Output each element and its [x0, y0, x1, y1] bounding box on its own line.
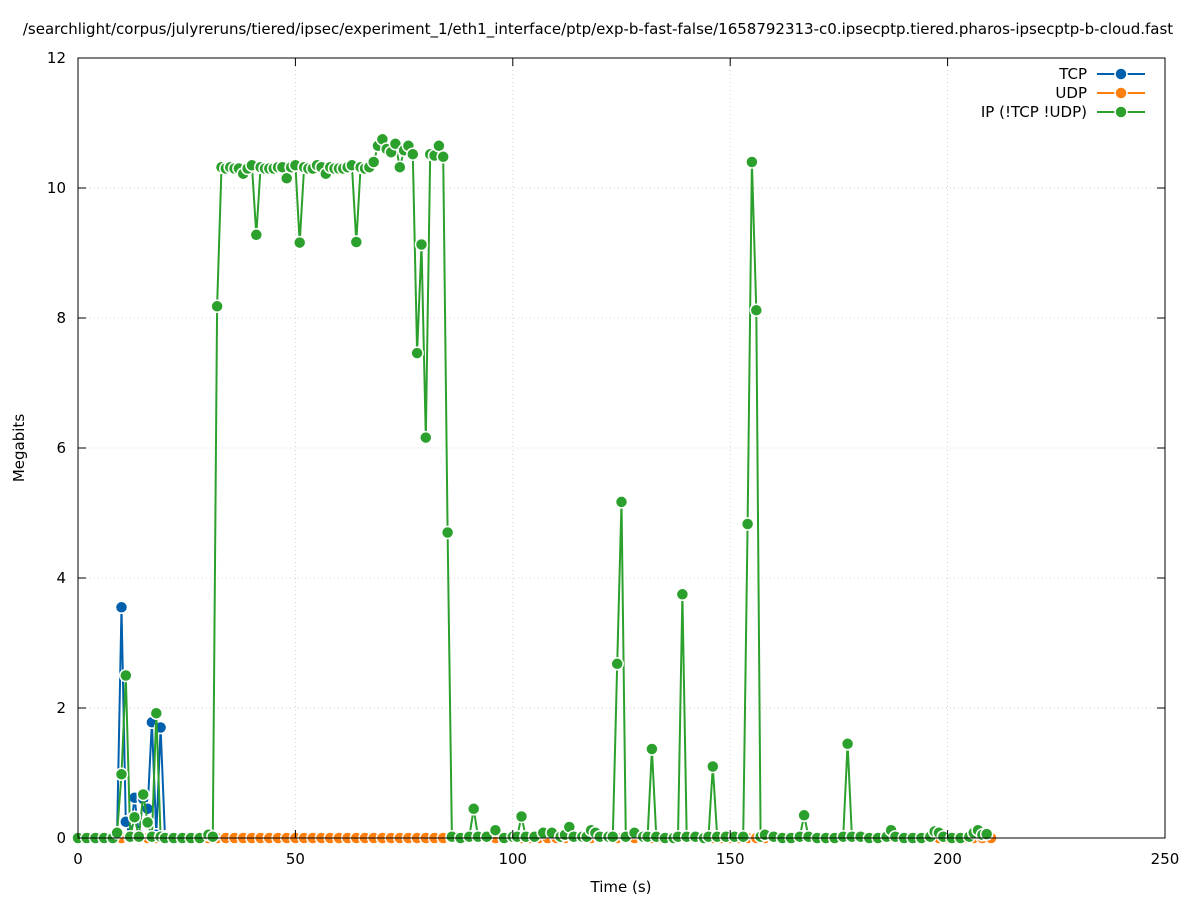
data-point — [410, 346, 424, 360]
x-tick-label: 100 — [498, 850, 527, 868]
legend-marker — [1114, 105, 1128, 119]
data-point — [366, 155, 381, 169]
data-point — [614, 495, 629, 509]
data-point — [840, 737, 855, 751]
data-point — [210, 299, 224, 314]
data-point — [414, 237, 429, 252]
x-axis-title: Time (s) — [590, 878, 652, 896]
data-point — [436, 150, 450, 164]
data-point — [736, 829, 750, 844]
legend-label: IP (!TCP !UDP) — [981, 103, 1087, 121]
data-point — [136, 787, 150, 802]
data-point — [466, 802, 481, 816]
y-tick-label: 12 — [47, 49, 66, 67]
x-tick-label: 250 — [1151, 850, 1180, 868]
y-tick-label: 10 — [47, 179, 66, 197]
series-0 — [71, 600, 998, 845]
data-point — [110, 826, 124, 840]
data-point — [675, 587, 690, 602]
y-tick-label: 6 — [56, 439, 66, 457]
y-axis-title: Megabits — [10, 414, 28, 482]
legend-item: TCP — [1058, 65, 1145, 83]
y-tick-label: 2 — [56, 699, 66, 717]
data-point — [132, 829, 146, 844]
data-point — [706, 759, 720, 774]
legend-marker — [1114, 67, 1128, 81]
data-point — [432, 139, 446, 153]
data-point — [292, 235, 307, 250]
data-point — [488, 823, 503, 837]
data-point — [140, 815, 155, 830]
y-tick-label: 0 — [56, 829, 66, 847]
y-tick-label: 4 — [56, 569, 66, 587]
data-point — [349, 235, 364, 249]
data-point — [740, 517, 755, 531]
data-point — [114, 600, 129, 615]
legend-label: TCP — [1058, 65, 1087, 83]
chart-title: /searchlight/corpus/julyreruns/tiered/ip… — [23, 20, 1173, 39]
data-point — [406, 147, 420, 161]
data-point — [249, 228, 264, 242]
data-point — [149, 706, 164, 720]
data-point — [127, 810, 142, 824]
legend-item: UDP — [1055, 84, 1145, 102]
data-point — [206, 829, 220, 844]
data-point — [393, 160, 407, 174]
data-point — [979, 827, 994, 841]
data-point — [514, 809, 529, 824]
legend-label: UDP — [1055, 84, 1087, 102]
data-point — [797, 808, 811, 823]
series-2 — [71, 132, 994, 845]
series-line — [78, 138, 987, 839]
data-point — [279, 171, 294, 186]
data-point — [645, 742, 659, 756]
x-tick-label: 150 — [716, 850, 745, 868]
data-point — [606, 829, 620, 844]
data-point — [610, 657, 624, 671]
legend-item: IP (!TCP !UDP) — [981, 103, 1145, 121]
legend-marker — [1114, 86, 1128, 100]
data-point — [745, 155, 759, 169]
data-point — [419, 430, 433, 445]
axis-ticks: 0 50 100 150 200 250 0 2 4 6 8 10 12 — [47, 49, 1179, 868]
x-tick-label: 0 — [73, 850, 83, 868]
data-point — [119, 668, 133, 683]
data-point — [440, 525, 455, 540]
x-tick-label: 50 — [286, 850, 305, 868]
x-tick-label: 200 — [933, 850, 962, 868]
series-layer — [71, 132, 998, 845]
data-point — [114, 767, 129, 782]
data-point — [749, 303, 764, 317]
y-tick-label: 8 — [56, 309, 66, 327]
